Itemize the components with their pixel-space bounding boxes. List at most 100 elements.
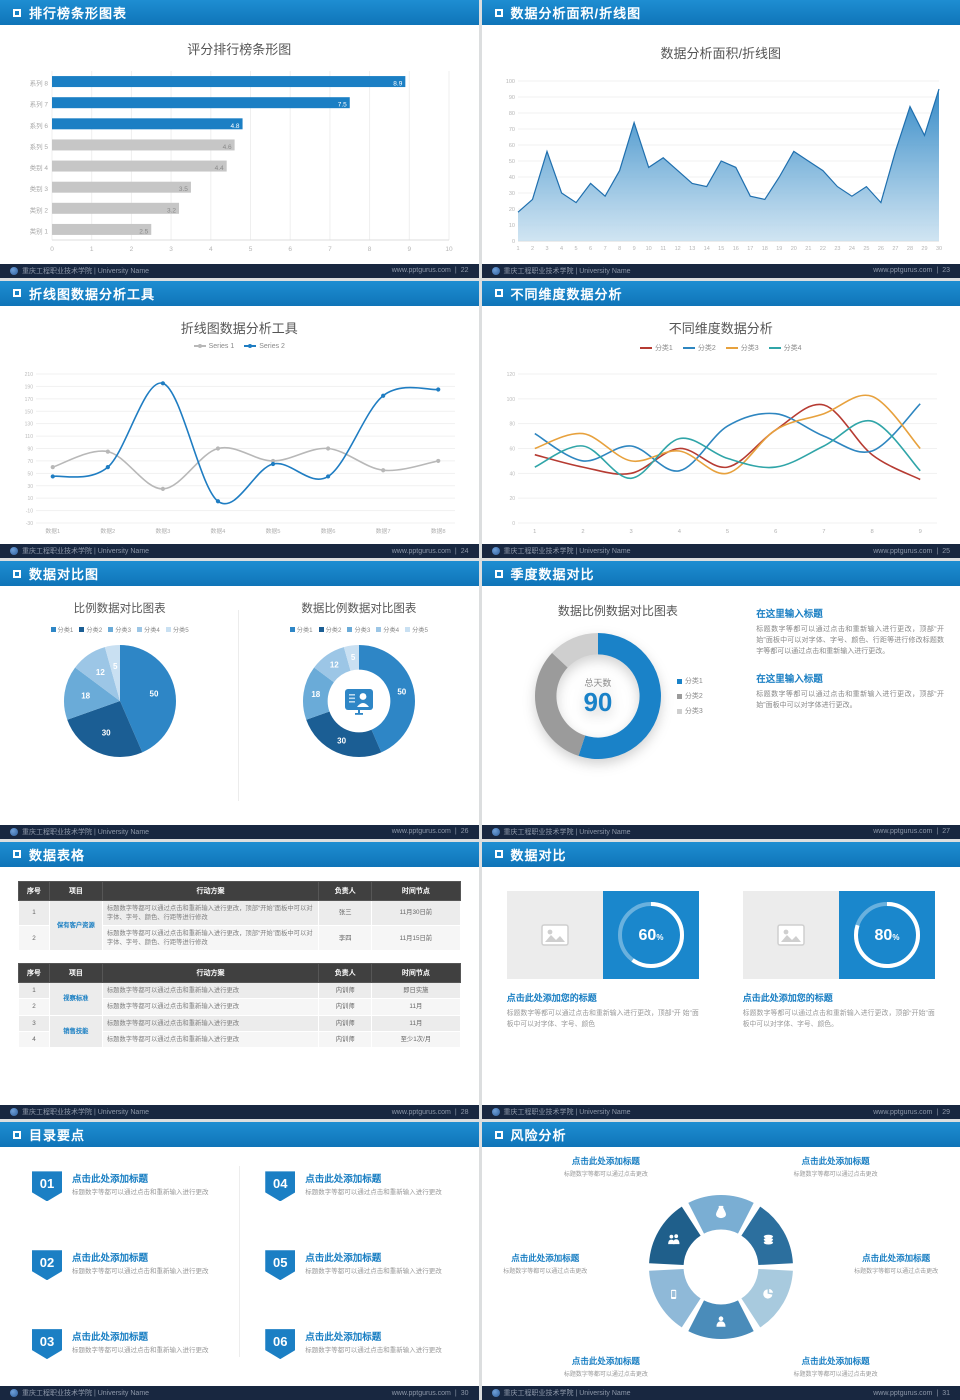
school-logo-icon [10, 547, 18, 556]
svg-text:27: 27 [892, 246, 898, 252]
toc-item: 06 点击此处添加标题 标题数字等都可以通过点击和重新输入进行更改 [265, 1329, 450, 1386]
svg-text:10: 10 [508, 223, 514, 229]
school-name: 重庆工程职业技术学院 | University Name [22, 1109, 150, 1117]
table-row: 2 标题数字等都可以通过点击和重新输入进行更改，顶部“开始”面板中可以对字体、字… [18, 925, 461, 952]
toc-item: 01 点击此处添加标题 标题数字等都可以通过点击和重新输入进行更改 [32, 1171, 217, 1228]
svg-text:30: 30 [935, 246, 941, 252]
risk-item: 点击此处添加标题 标题数字等都可以通过点击更改 [745, 1355, 927, 1378]
slide-title: 风险分析 [510, 1128, 567, 1144]
svg-text:7.5: 7.5 [338, 102, 347, 109]
cell-no: 2 [18, 925, 50, 952]
school-name: 重庆工程职业技术学院 | University Name [503, 1109, 631, 1117]
table-row: 4 标题数字等都可以通过点击和重新输入进行更改 内训师 至少1次/月 [18, 1030, 461, 1048]
action-plan-table-2: 序号 项目 行动方案 负责人 时间节点 1 视察标准 标题数字等都可以通过点击和… [18, 963, 461, 1048]
svg-text:23: 23 [834, 246, 840, 252]
risk-heading: 点击此处添加标题 [511, 1253, 580, 1264]
slide-title: 目录要点 [29, 1128, 86, 1144]
slide-title: 数据对比图 [29, 567, 100, 583]
cell-plan: 标题数字等都可以通过点击和重新输入进行更改 [101, 982, 320, 1000]
slide-title: 排行榜条形图表 [29, 6, 128, 21]
square-bullet-icon [494, 289, 503, 298]
svg-text:90: 90 [27, 446, 33, 452]
svg-text:30: 30 [101, 729, 110, 738]
svg-text:30: 30 [508, 191, 514, 197]
svg-text:12: 12 [330, 661, 339, 670]
svg-text:80: 80 [508, 111, 514, 117]
slide-29[interactable]: 数据对比 60% 点击此处添加您的标题 标题数字等都可以通过点击和重新输入进行更… [481, 841, 960, 1120]
page-number: 28 [460, 1108, 469, 1116]
slide-header: 折线图数据分析工具 [0, 280, 479, 306]
svg-text:20: 20 [509, 496, 515, 502]
slide-23[interactable]: 数据分析面积/折线图 数据分析面积/折线图 0 10 20 30 40 50 60 70 80 9… [481, 0, 960, 278]
svg-text:9: 9 [918, 529, 921, 535]
slide-header: 目录要点 [0, 1122, 479, 1148]
chart-title: 折线图数据分析工具 [180, 320, 298, 336]
risk-heading: 点击此处添加标题 [801, 1156, 870, 1167]
risk-body: 标题数字等都可以通过点击更改 [503, 1269, 588, 1276]
svg-text:2.5: 2.5 [139, 228, 148, 235]
slide-title: 不同维度数据分析 [510, 286, 623, 302]
svg-text:8: 8 [368, 246, 372, 253]
card-heading: 点击此处添加您的标题 [742, 992, 833, 1003]
svg-text:2: 2 [530, 246, 533, 252]
page-number: 26 [460, 828, 469, 836]
image-placeholder [742, 890, 839, 979]
cell-project: 视察标准 [48, 982, 103, 1016]
svg-text:类别 1: 类别 1 [30, 226, 49, 235]
toc-heading: 点击此处添加标题 [72, 1174, 149, 1186]
slide-22[interactable]: 排行榜条形图表 评分排行榜条形图 0 1 2 3 4 5 6 7 8 9 10 系列 8 8.9 系列 7… [0, 0, 479, 278]
chart-legend: 分类1 分类2 分类3 [676, 676, 703, 716]
chart-legend: Series 1 Series 2 [0, 343, 479, 350]
footer-divider: | [936, 828, 939, 836]
slide-26[interactable]: 数据对比图 比例数据对比图表 分类1 分类2 分类3 分类4 分类5 50 30 18 12 5… [0, 561, 479, 839]
card-body: 标题数字等都可以通过点击和重新输入进行更改，顶部“开 始”面板中可以对字体、字号… [506, 1009, 699, 1028]
slide-30[interactable]: 目录要点 01 点击此处添加标题 标题数字等都可以通过点击和重新输入进行更改 02… [0, 1122, 479, 1400]
toc-heading: 点击此处添加标题 [305, 1174, 382, 1186]
svg-text:3: 3 [629, 529, 632, 535]
svg-text:7: 7 [822, 529, 825, 535]
block-body: 标题数字等都可以通过点击和重新输入进行更改，顶部“开始”面板中可以对字体进行更改… [756, 690, 944, 709]
cell-plan: 标题数字等都可以通过点击和重新输入进行更改 [101, 1014, 320, 1032]
slide-header: 季度数据对比 [481, 561, 960, 587]
square-bullet-icon [494, 569, 503, 578]
slide-27[interactable]: 季度数据对比 数据比例数据对比图表 总天数 90 分类1 分类2 分类3 在 [481, 561, 960, 839]
slide-28[interactable]: 数据表格 序号 项目 行动方案 负责人 时间节点 1 保有 [0, 841, 479, 1120]
site-url: www.pptgurus.com [873, 828, 933, 836]
school-name: 重庆工程职业技术学院 | University Name [503, 828, 631, 836]
svg-text:7: 7 [328, 246, 332, 253]
slide-footer: 重庆工程职业技术学院 | University Name www.pptguru… [0, 1386, 479, 1400]
svg-text:3.5: 3.5 [179, 186, 188, 193]
cell-project: 销售技能 [48, 1014, 103, 1048]
svg-text:系列 7: 系列 7 [30, 100, 49, 109]
slide-body: 01 点击此处添加标题 标题数字等都可以通过点击和重新输入进行更改 02 点击此处… [0, 1147, 479, 1386]
svg-text:6: 6 [288, 246, 292, 253]
risk-heading: 点击此处添加标题 [571, 1156, 640, 1167]
square-bullet-icon [13, 850, 21, 859]
svg-text:18: 18 [311, 690, 320, 699]
school-logo-icon [491, 827, 500, 836]
slide-body: 点击此处添加标题 标题数字等都可以通过点击更改 点击此处添加标题 标题数字等都可以通… [482, 1147, 960, 1386]
school-logo-icon [491, 547, 500, 556]
risk-item: 点击此处添加标题 标题数字等都可以通过点击更改 [515, 1155, 697, 1178]
page-number: 22 [460, 267, 469, 275]
cell-time: 11月 [371, 998, 461, 1016]
cell-time: 即日实施 [371, 982, 461, 1000]
svg-text:数据1: 数据1 [45, 527, 60, 535]
cell-no: 1 [18, 899, 50, 927]
svg-text:类别 2: 类别 2 [30, 205, 49, 214]
footer-divider: | [454, 828, 457, 836]
svg-text:3: 3 [545, 246, 548, 252]
svg-text:60%: 60% [638, 927, 663, 944]
footer-divider: | [454, 547, 457, 555]
svg-text:4: 4 [209, 246, 213, 253]
slide-24[interactable]: 折线图数据分析工具 折线图数据分析工具 Series 1 Series 2 -30… [0, 280, 479, 559]
slide-body: 不同维度数据分析 分类1 分类2 分类3 分类4 0 20 40 60 80 100 120 1 2 3… [482, 306, 960, 545]
cell-owner: 内训师 [318, 1014, 373, 1032]
svg-text:8: 8 [870, 529, 873, 535]
slide-31[interactable]: 风险分析 点击此处添加标题 标题数字等都可以通过点击更改 点击此处添加标题 标题数字… [481, 1122, 960, 1400]
svg-text:17: 17 [747, 246, 753, 252]
slide-25[interactable]: 不同维度数据分析 不同维度数据分析 分类1 分类2 分类3 分类4 0 20 40 60 80… [481, 280, 960, 559]
cell-time: 11月30日前 [371, 899, 461, 927]
cell-no: 3 [18, 1014, 50, 1032]
svg-text:3.2: 3.2 [167, 207, 176, 214]
